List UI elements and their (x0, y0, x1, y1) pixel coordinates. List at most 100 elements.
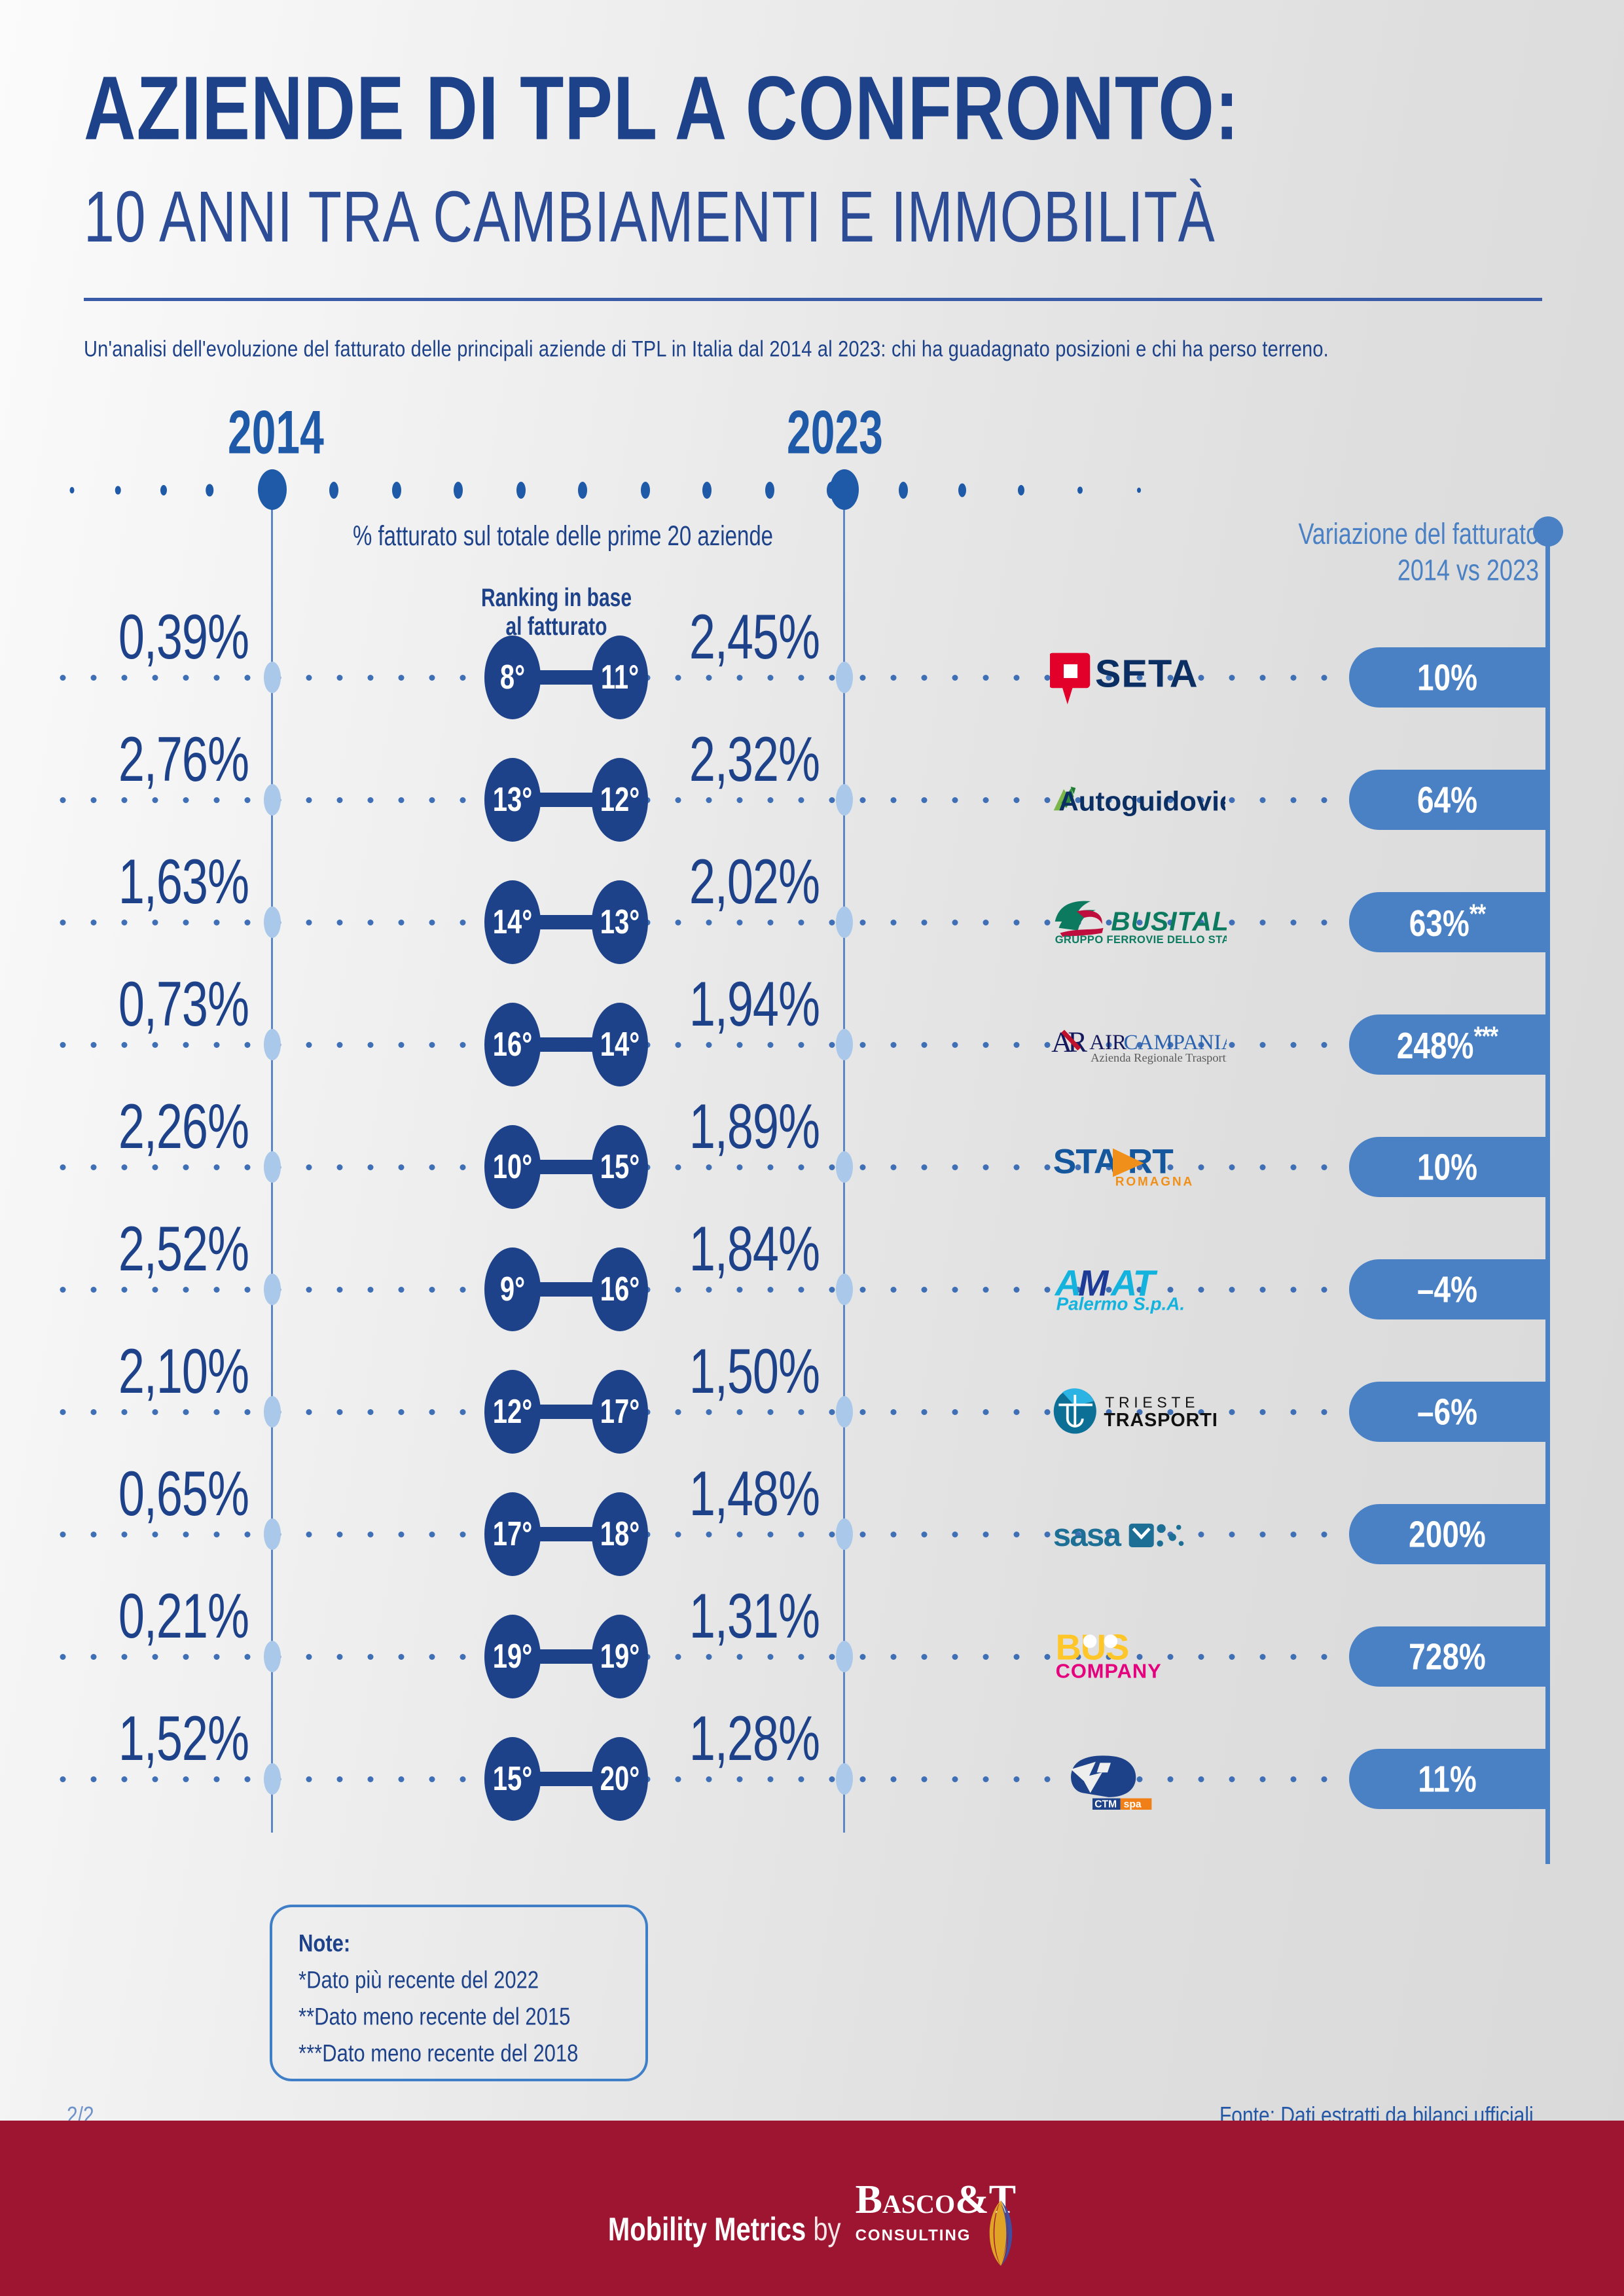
connector-dot (398, 1531, 405, 1537)
connector-dot (460, 1408, 466, 1415)
connector-dot (921, 1776, 928, 1782)
pct-2014-value: 2,10% (118, 1336, 249, 1407)
connector-dot (1229, 1653, 1235, 1660)
ranking-connector (524, 1037, 607, 1052)
title-divider (84, 298, 1542, 301)
svg-text:T: T (1133, 1265, 1158, 1303)
connector-dot (736, 1776, 743, 1782)
connector-dot (1259, 1531, 1266, 1537)
connector-dot (1136, 1041, 1143, 1048)
connector-dot (983, 1653, 989, 1660)
connector-dot (60, 1408, 66, 1415)
connector-dot (183, 674, 189, 681)
connector-dot (1229, 1408, 1235, 1415)
rail-dot (899, 482, 908, 499)
connector-dot (767, 1041, 774, 1048)
variation-value: –6% (1416, 1391, 1478, 1433)
variation-caption-line2: 2014 vs 2023 (1397, 552, 1539, 587)
rail-dot (827, 482, 836, 499)
pct-2014-value: 0,73% (118, 969, 249, 1040)
connector-dot (1167, 1286, 1174, 1293)
connector-dot (736, 1653, 743, 1660)
connector-dot (829, 1041, 835, 1048)
connector-dot (829, 1286, 835, 1293)
connector-dot (890, 1408, 897, 1415)
variation-value: 64% (1416, 779, 1478, 821)
connector-dot (952, 1286, 958, 1293)
connector-dot (121, 1164, 128, 1170)
bascot-logo: BASCO&T CONSULTING (855, 2178, 1017, 2266)
svg-text:SETA: SETA (1095, 651, 1199, 695)
bascot-leaf-icon (989, 2200, 1013, 2266)
connector-dot (213, 1041, 220, 1048)
connector-dot (1044, 674, 1051, 681)
connector-dot (90, 1653, 97, 1660)
ranking-dumbbell: 15° 20° (484, 1737, 648, 1821)
connector-dot (1136, 1776, 1143, 1782)
connector-dot (306, 1164, 312, 1170)
connector-dot (183, 797, 189, 803)
page-subtitle-heading: 10 ANNI TRA CAMBIAMENTI E IMMOBILITÀ (84, 175, 1216, 257)
connector-dot (921, 1531, 928, 1537)
variation-badge: 728% (1349, 1626, 1545, 1687)
connector-dot (213, 919, 220, 925)
notes-heading: Note: (298, 1929, 351, 1957)
variation-badge: 64% (1349, 770, 1545, 830)
connector-dot (336, 797, 343, 803)
connector-dot (1198, 1408, 1204, 1415)
connector-dot (152, 919, 158, 925)
pct-2023-value: 1,28% (689, 1704, 820, 1774)
connector-dot (736, 1041, 743, 1048)
variation-badge: 248%*** (1349, 1014, 1545, 1075)
bascot-wordmark: BASCO&T (855, 2178, 1017, 2222)
connector-dot (890, 797, 897, 803)
pct-2023-value: 1,48% (689, 1459, 820, 1530)
connector-dot (60, 1164, 66, 1170)
connector-dot (798, 1408, 804, 1415)
note-item-3: ***Dato meno recente del 2018 (298, 2039, 579, 2067)
connector-dot (306, 1653, 312, 1660)
variation-badge: 11% (1349, 1749, 1545, 1809)
svg-text:M: M (1078, 1265, 1110, 1303)
ranking-2014-badge: 9° (484, 1247, 541, 1331)
connector-dot (60, 674, 66, 681)
node-marker-2014 (264, 1029, 281, 1060)
company-logo-start-romagna: STA RT ROMAGNA (1046, 1128, 1229, 1206)
connector-dot (183, 1164, 189, 1170)
connector-dot (398, 1164, 405, 1170)
connector-dot (859, 797, 866, 803)
company-logo-autoguidovie: Autoguidovie (1046, 761, 1229, 839)
row-dot-line (60, 1653, 1549, 1660)
connector-dot (429, 919, 435, 925)
connector-dot (706, 797, 712, 803)
table-row: 1,52% 1,28% 15° 20° CTM spa 11% (0, 1704, 1624, 1841)
row-dot-line (60, 919, 1549, 925)
connector-dot (1321, 1286, 1327, 1293)
ranking-column-caption: Ranking in base al fatturato (458, 584, 655, 641)
variation-badge: –4% (1349, 1259, 1545, 1319)
variation-value: 11% (1418, 1758, 1477, 1800)
connector-dot (1229, 1776, 1235, 1782)
connector-dot (798, 1531, 804, 1537)
connector-dot (244, 1776, 251, 1782)
connector-dot (675, 1653, 681, 1660)
connector-dot (1167, 1776, 1174, 1782)
connector-dot (336, 919, 343, 925)
connector-dot (244, 1408, 251, 1415)
pct-2023-value: 2,32% (689, 725, 820, 795)
ranking-dumbbell: 10° 15° (484, 1125, 648, 1209)
company-logo-busitalia: BUSITALIA GRUPPO FERROVIE DELLO STATO IT… (1046, 883, 1229, 961)
variation-footnote-marker: *** (1473, 1022, 1498, 1052)
company-logo-aircampania: A R AIR CAMPANIA Azienda Regionale Trasp… (1046, 1005, 1229, 1084)
connector-dot (1321, 797, 1327, 803)
footer-bar: Mobility Metrics by BASCO&T CONSULTING (0, 2121, 1624, 2296)
connector-dot (367, 674, 374, 681)
connector-dot (398, 797, 405, 803)
connector-dot (1136, 1286, 1143, 1293)
ranking-2023-badge: 14° (592, 1003, 648, 1086)
svg-text:ROMAGNA: ROMAGNA (1115, 1175, 1194, 1189)
ranking-2014-badge: 17° (484, 1492, 541, 1576)
connector-dot (736, 797, 743, 803)
connector-dot (244, 1531, 251, 1537)
ranking-connector (524, 793, 607, 807)
